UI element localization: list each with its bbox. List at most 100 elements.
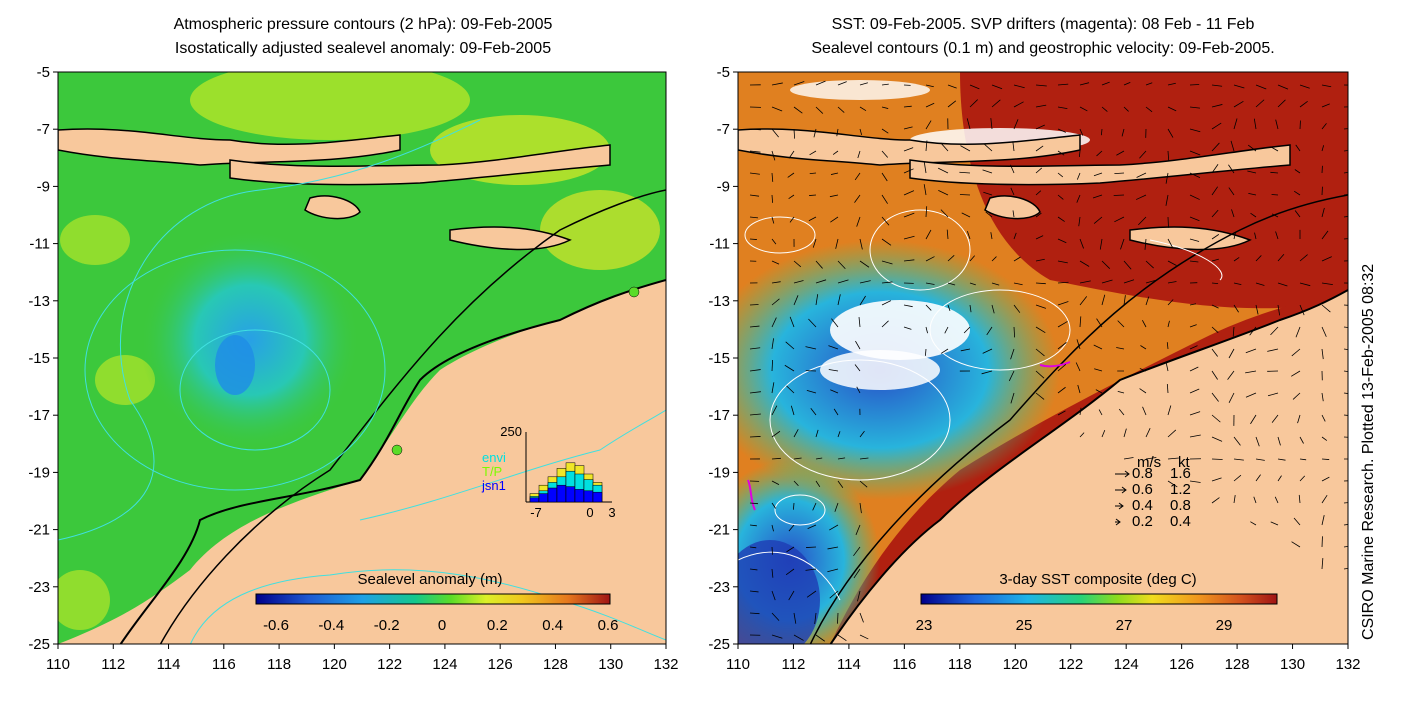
- left-x-tick-label: 126: [488, 656, 513, 673]
- velocity-arrow: [1267, 348, 1279, 352]
- velocity-arrow: [830, 389, 839, 394]
- velocity-arrow: [785, 341, 795, 350]
- velocity-arrow: [856, 216, 861, 227]
- velocity-arrow: [749, 194, 760, 197]
- velocity-arrow: [1255, 458, 1265, 461]
- velocity-arrow: [1233, 118, 1238, 130]
- velocity-arrow: [1233, 304, 1239, 313]
- velocity-arrow: [1295, 144, 1301, 152]
- velocity-arrow: [938, 190, 949, 196]
- velocity-arrow: [837, 294, 841, 306]
- velocity-arrow: [1321, 515, 1325, 526]
- velocity-arrow: [786, 385, 795, 394]
- velocity-arrow: [749, 612, 760, 615]
- velocity-arrow: [1189, 194, 1200, 200]
- velocity-arrow: [1035, 167, 1043, 174]
- velocity-arrow: [881, 106, 889, 109]
- velocity-arrow: [814, 612, 817, 624]
- velocity-arrow: [1057, 386, 1066, 394]
- velocity-arrow: [1299, 84, 1310, 89]
- velocity-arrow: [1189, 303, 1197, 306]
- velocity-arrow: [1211, 458, 1223, 460]
- velocity-arrow: [925, 229, 932, 240]
- velocity-arrow: [749, 216, 759, 219]
- velocity-arrow: [786, 546, 795, 553]
- velocity-arrow: [925, 206, 928, 218]
- left-x-axis-ticks: 110 112 114 116 118 120 122 124 126 128 130 132: [46, 644, 679, 673]
- velocity-arrow: [1012, 141, 1015, 152]
- left-station-marker: [628, 286, 640, 298]
- left-pressure-contour: [359, 409, 666, 521]
- left-land-sumba: [304, 195, 361, 220]
- histogram-x-labels: -7 0 3: [530, 505, 615, 520]
- right-cloud-mask: [790, 80, 930, 100]
- left-x-tick-label: 128: [543, 656, 568, 673]
- velocity-arrow: [1321, 476, 1330, 482]
- right-colorbar-tick: 29: [1216, 617, 1233, 634]
- velocity-arrow: [1189, 388, 1200, 394]
- velocity-arrow: [1035, 304, 1047, 309]
- velocity-arrow: [947, 304, 951, 311]
- velocity-arrow: [788, 590, 795, 601]
- velocity-arrow: [1245, 392, 1257, 398]
- right-y-tick-label: -7: [717, 121, 730, 138]
- velocity-arrow: [1166, 342, 1169, 350]
- velocity-arrow: [986, 326, 993, 336]
- velocity-arrow: [1211, 370, 1218, 380]
- velocity-arrow: [1294, 210, 1301, 218]
- right-colorbar-tick: 27: [1116, 617, 1133, 634]
- velocity-arrow: [990, 232, 993, 240]
- velocity-arrow: [771, 524, 774, 532]
- velocity-arrow: [1343, 193, 1348, 196]
- right-colorbar-tick: 25: [1016, 617, 1033, 634]
- velocity-arrow: [1321, 494, 1328, 504]
- velocity-arrow: [1321, 436, 1328, 441]
- velocity-legend-kt: 1.2: [1170, 481, 1191, 498]
- velocity-arrow: [1035, 84, 1047, 87]
- velocity-arrow: [857, 590, 861, 602]
- velocity-arrow: [1291, 370, 1301, 377]
- velocity-arrow: [771, 298, 780, 306]
- velocity-arrow: [1321, 84, 1332, 88]
- velocity-arrow: [1145, 280, 1156, 284]
- velocity-arrow: [1093, 216, 1103, 224]
- velocity-arrow: [1189, 324, 1197, 328]
- velocity-arrow: [837, 480, 844, 488]
- velocity-arrow: [859, 280, 871, 284]
- velocity-arrow: [983, 143, 993, 152]
- velocity-arrow: [1271, 414, 1279, 423]
- velocity-arrow: [1299, 254, 1308, 262]
- velocity-arrow: [805, 346, 817, 350]
- left-x-tick-label: 130: [598, 656, 623, 673]
- velocity-legend: m/s kt 0.8 1.60.6 1.20.4 0.80.2 0.4: [1115, 454, 1191, 530]
- velocity-arrow: [1013, 304, 1021, 313]
- velocity-arrow: [787, 172, 795, 178]
- velocity-arrow: [947, 254, 955, 262]
- velocity-arrow: [937, 167, 949, 174]
- velocity-arrow: [789, 316, 795, 328]
- velocity-arrow: [903, 190, 915, 196]
- velocity-arrow: [771, 338, 774, 350]
- velocity-arrow: [1291, 541, 1301, 548]
- velocity-arrow: [1079, 316, 1082, 328]
- velocity-arrow: [1123, 82, 1131, 86]
- velocity-arrow: [1057, 194, 1064, 200]
- velocity-arrow: [881, 83, 889, 86]
- velocity-arrow: [925, 326, 928, 334]
- velocity-arrow: [1189, 128, 1201, 133]
- velocity-arrow: [1321, 145, 1325, 152]
- velocity-arrow: [1245, 370, 1257, 374]
- velocity-arrow: [1321, 458, 1330, 460]
- velocity-arrow: [1167, 320, 1170, 328]
- histogram-legend-TP: T/P: [482, 464, 502, 479]
- velocity-legend-rows: 0.8 1.60.6 1.20.4 0.80.2 0.4: [1115, 465, 1191, 530]
- velocity-arrow: [1101, 430, 1106, 438]
- velocity-arrow: [981, 370, 993, 375]
- right-y-tick-label: -5: [717, 64, 730, 81]
- velocity-arrow: [830, 216, 839, 223]
- velocity-arrow: [1277, 304, 1281, 316]
- right-x-tick-label: 116: [892, 656, 916, 673]
- right-x-tick-label: 132: [1335, 656, 1360, 673]
- right-sealevel-contour: [929, 289, 1071, 371]
- velocity-arrow: [1101, 106, 1108, 112]
